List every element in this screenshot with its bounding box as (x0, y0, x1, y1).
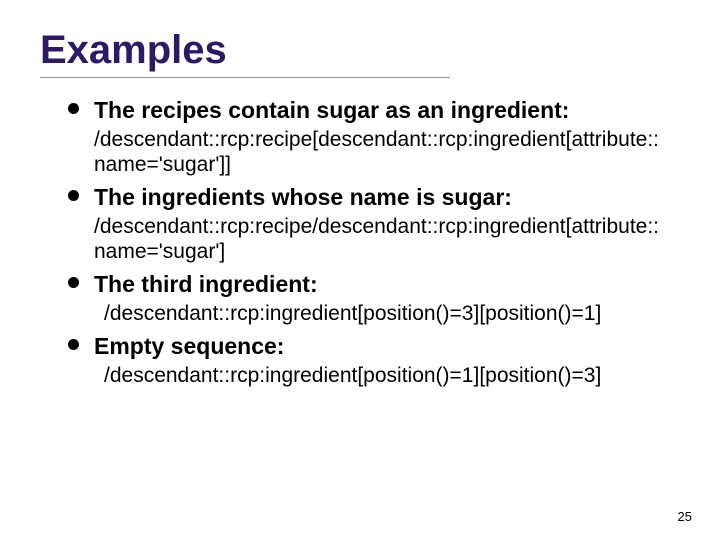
slide: Examples The recipes contain sugar as an… (0, 0, 720, 540)
list-item: The third ingredient: /descendant::rcp:i… (68, 270, 670, 326)
item-heading: The ingredients whose name is sugar: (94, 183, 670, 212)
item-heading: Empty sequence: (94, 332, 670, 361)
bullet-list: The recipes contain sugar as an ingredie… (40, 96, 680, 388)
title-rule (40, 77, 450, 78)
item-code: /descendant::rcp:ingredient[position()=1… (94, 363, 670, 388)
item-code: /descendant::rcp:recipe/descendant::rcp:… (94, 214, 670, 264)
page-number: 25 (678, 509, 692, 524)
item-heading: The recipes contain sugar as an ingredie… (94, 96, 670, 125)
list-item: Empty sequence: /descendant::rcp:ingredi… (68, 332, 670, 388)
item-code: /descendant::rcp:ingredient[position()=3… (94, 301, 670, 326)
slide-title: Examples (40, 28, 680, 73)
list-item: The recipes contain sugar as an ingredie… (68, 96, 670, 177)
item-heading: The third ingredient: (94, 270, 670, 299)
list-item: The ingredients whose name is sugar: /de… (68, 183, 670, 264)
item-code: /descendant::rcp:recipe[descendant::rcp:… (94, 127, 670, 177)
